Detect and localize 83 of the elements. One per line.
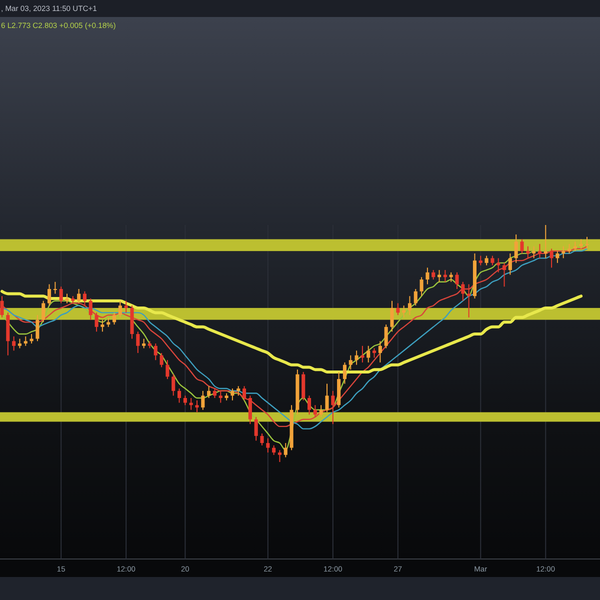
candlestick xyxy=(118,300,122,318)
candlestick xyxy=(354,350,358,366)
candlestick xyxy=(414,288,418,306)
candlestick xyxy=(372,348,376,358)
candlestick xyxy=(396,302,400,316)
candlestick xyxy=(212,388,216,399)
candlestick xyxy=(331,390,335,425)
candlestick xyxy=(562,246,566,259)
candlestick xyxy=(432,270,436,280)
candlestick xyxy=(100,319,104,332)
candlestick xyxy=(390,300,394,332)
candlestick xyxy=(12,336,16,352)
candlestick xyxy=(538,243,542,259)
candlestick xyxy=(18,338,22,349)
candlestick xyxy=(520,238,524,254)
candlestick xyxy=(568,243,572,254)
candlestick xyxy=(484,255,488,266)
candlestick xyxy=(124,300,128,314)
candlestick xyxy=(284,442,288,458)
candlestick xyxy=(112,312,116,326)
candlestick xyxy=(236,386,240,396)
candlestick xyxy=(82,290,86,306)
candlestick xyxy=(53,281,57,294)
candlestick xyxy=(65,293,69,304)
candlestick xyxy=(579,238,583,250)
candlestick xyxy=(514,234,518,264)
candlestick xyxy=(278,450,282,462)
candlestick xyxy=(408,296,412,316)
candlestick xyxy=(585,236,589,250)
candlestick xyxy=(550,248,554,268)
candlestick xyxy=(142,338,146,349)
candlestick xyxy=(378,340,382,363)
candlestick xyxy=(342,362,346,384)
candlestick xyxy=(178,388,182,404)
candlestick xyxy=(313,404,317,418)
candlestick xyxy=(183,395,187,406)
candlestick xyxy=(166,360,170,380)
candlestick xyxy=(508,252,512,276)
candlestick xyxy=(207,386,211,399)
candlestick xyxy=(461,281,465,302)
candlestick xyxy=(260,433,264,446)
candlestick xyxy=(544,224,548,259)
candlestick xyxy=(490,255,494,266)
candlestick xyxy=(0,296,4,318)
candlestick xyxy=(195,400,199,413)
candlestick xyxy=(319,404,323,418)
candlestick xyxy=(420,276,424,297)
candlestick xyxy=(266,438,270,454)
candlestick xyxy=(248,395,252,425)
candlestick xyxy=(136,331,140,354)
candlestick xyxy=(426,267,430,285)
candlestick xyxy=(48,284,52,306)
candlestick xyxy=(106,316,110,328)
candlestick xyxy=(254,416,258,442)
candlestick xyxy=(218,390,222,404)
candlestick xyxy=(94,312,98,332)
candlestick xyxy=(160,352,164,368)
candlestick xyxy=(496,258,500,273)
candlestick xyxy=(526,246,530,259)
candlestick xyxy=(478,255,482,266)
candlestick xyxy=(366,345,370,363)
candlestick xyxy=(24,336,28,346)
candlestick xyxy=(230,388,234,401)
candlestick xyxy=(88,298,92,320)
candlestick xyxy=(36,314,40,342)
candlestick xyxy=(154,343,158,361)
candlestick xyxy=(308,395,312,416)
candlestick xyxy=(272,444,276,456)
candlestick xyxy=(302,371,306,401)
candlestick xyxy=(384,324,388,349)
candlestick xyxy=(172,374,176,396)
candlestick xyxy=(325,383,329,413)
candlestick xyxy=(77,288,81,304)
candlestick xyxy=(502,262,506,288)
candlestick xyxy=(348,354,352,370)
candlestick xyxy=(556,250,560,264)
candlestick xyxy=(42,300,46,323)
candlestick xyxy=(242,386,246,401)
candlestick xyxy=(201,390,205,410)
candlestick xyxy=(59,286,63,304)
candlestick xyxy=(532,246,536,259)
candlestick xyxy=(455,272,459,290)
candlestick xyxy=(467,284,471,318)
